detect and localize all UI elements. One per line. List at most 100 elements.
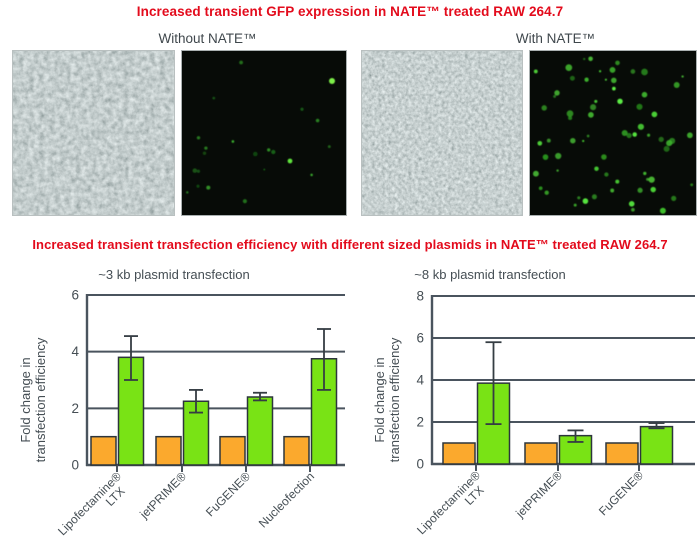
chart-title-8kb: ~8 kb plasmid transfection	[414, 267, 566, 282]
gfp-cell-dot	[310, 173, 313, 177]
gfp-cell-dot	[196, 184, 200, 188]
gfp-cell-dot	[628, 200, 635, 207]
phase-contrast-texture	[362, 51, 522, 215]
gfp-cell-dot	[186, 191, 189, 194]
gfp-dots-sparse	[186, 60, 335, 204]
gfp-cell-dot	[192, 168, 198, 173]
gfp-cell-dot	[637, 123, 645, 130]
gfp-cell-dot	[327, 145, 331, 149]
gfp-fluorescence-image-without-nate	[181, 50, 347, 216]
gfp-cell-dot	[573, 203, 577, 207]
gfp-cell-dot	[267, 148, 271, 152]
gfp-cell-dot	[582, 198, 589, 204]
svg-text:Nucleofection: Nucleofection	[256, 469, 317, 530]
svg-text:jetPRIME®: jetPRIME®	[136, 469, 189, 522]
gfp-cell-dot	[196, 169, 201, 173]
control-bar	[524, 442, 558, 465]
svg-text:Fold change intransfection eff: Fold change intransfection efficiency	[18, 337, 48, 462]
gfp-cell-dot	[253, 151, 258, 157]
gfp-cell-dot	[617, 98, 623, 105]
phase-contrast-image-with-nate	[361, 50, 523, 216]
gfp-cell-dot	[663, 145, 670, 152]
gfp-cell-dot	[570, 137, 576, 144]
gfp-cell-dot	[584, 77, 589, 82]
gfp-cell-dot	[621, 129, 628, 137]
gfp-cell-dot	[659, 207, 666, 214]
y-axis-label: Fold change intransfection efficiency	[18, 337, 48, 462]
gfp-cell-dot	[615, 60, 620, 66]
gfp-cell-dot	[636, 103, 643, 110]
y-tick-label: 4	[416, 373, 424, 388]
gfp-cell-dot	[669, 137, 676, 144]
category-label: Lipofectamine®LTX	[414, 468, 492, 539]
gfp-cell-dot	[566, 110, 574, 117]
nate-treated-bar	[246, 396, 274, 466]
gfp-cell-dot	[648, 176, 655, 183]
gfp-cell-dot	[594, 99, 598, 103]
chart-title-3kb: ~3 kb plasmid transfection	[98, 267, 250, 282]
svg-text:Fold change intransfection eff: Fold change intransfection efficiency	[372, 337, 402, 462]
gfp-cell-dot	[610, 188, 615, 193]
gfp-cell-dot	[681, 75, 684, 78]
gfp-cell-dot	[643, 171, 647, 176]
gfp-cell-dot	[196, 136, 201, 140]
gfp-cell-dot	[650, 186, 656, 193]
control-bar	[90, 435, 117, 466]
gfp-fluorescence-image-with-nate	[529, 50, 697, 216]
y-axis-label: Fold change intransfection efficiency	[372, 337, 402, 462]
gfp-cell-dot	[544, 190, 549, 195]
control-bar	[605, 442, 639, 465]
control-bar	[283, 435, 310, 466]
gfp-cell-dot	[647, 133, 651, 137]
y-tick-label: 8	[416, 289, 424, 304]
y-tick-label: 0	[416, 457, 424, 472]
gfp-cell-dot	[601, 154, 607, 160]
category-label: FuGENE®	[203, 469, 253, 519]
gfp-cell-dot	[541, 105, 547, 111]
gfp-cell-dot	[658, 136, 664, 143]
bar-chart-8kb-plasmid: 0 2 4 6 8 Fold change intransfection efficien…	[372, 289, 695, 539]
control-bar	[155, 435, 182, 466]
gfp-cell-dot	[231, 140, 235, 143]
gfp-cell-dot	[604, 78, 607, 81]
svg-text:FuGENE®: FuGENE®	[203, 469, 253, 519]
gfp-cell-dot	[586, 134, 590, 138]
gfp-cell-dot	[569, 75, 575, 81]
gfp-expression-title: Increased transient GFP expression in NA…	[136, 4, 564, 19]
y-tick-label: 6	[71, 288, 79, 303]
gfp-cell-dot	[271, 149, 276, 155]
gfp-cell-dot	[204, 146, 208, 150]
category-label: Nucleofection	[256, 469, 317, 530]
gfp-cell-dot	[542, 154, 549, 160]
gfp-cell-dot	[651, 111, 658, 118]
gfp-cell-dot	[533, 69, 538, 74]
gfp-cell-dot-bright	[287, 158, 293, 164]
gfp-cell-dot	[546, 138, 551, 143]
with-nate-label: With NATE™	[515, 31, 596, 46]
gfp-cell-dot	[631, 207, 635, 212]
y-tick-label: 6	[416, 331, 424, 346]
gfp-cell-dot	[612, 86, 616, 91]
category-label: FuGENE®	[596, 468, 646, 518]
svg-text:Lipofectamine®LTX: Lipofectamine®LTX	[414, 468, 492, 539]
gfp-cell-dot	[590, 104, 597, 111]
gfp-cell-dot	[532, 170, 539, 177]
gfp-cell-dot	[553, 94, 557, 98]
gfp-cell-dot	[577, 196, 581, 200]
gfp-cell-dot	[565, 64, 573, 71]
gfp-cell-dot	[641, 91, 648, 98]
category-label: Lipofectamine®LTX	[55, 469, 128, 538]
gfp-cell-dot-bright	[329, 78, 335, 84]
control-bar	[442, 442, 476, 465]
gfp-cell-dot	[591, 194, 597, 200]
gfp-cell-dot	[568, 115, 573, 121]
gfp-cell-dot	[538, 186, 543, 191]
gfp-cell-dot	[594, 166, 599, 171]
without-nate-label: Without NATE™	[158, 31, 257, 46]
gfp-dot-field	[186, 60, 335, 204]
gfp-cell-dot	[315, 118, 320, 123]
gfp-cell-dot	[626, 132, 632, 139]
gfp-cell-dot	[615, 179, 620, 184]
phase-contrast-texture	[13, 51, 174, 215]
